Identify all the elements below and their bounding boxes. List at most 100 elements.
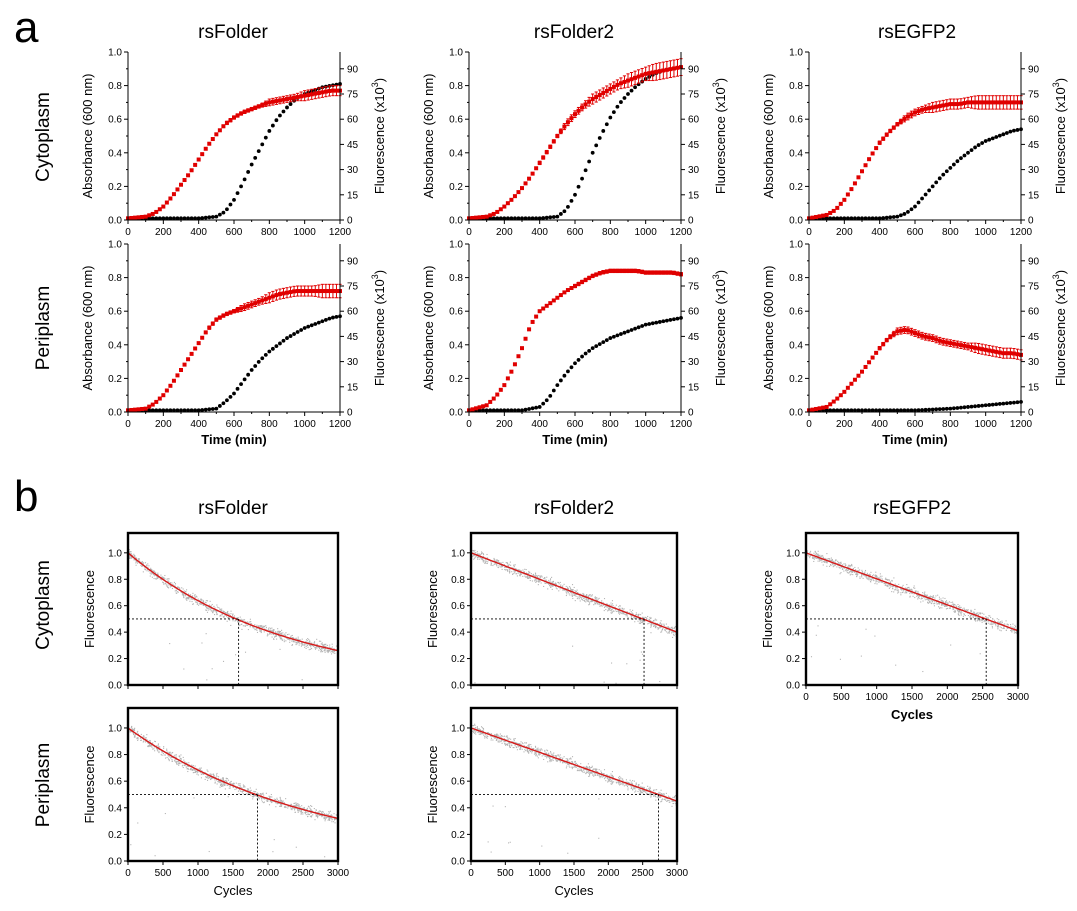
scatter-point xyxy=(587,598,590,600)
data-point xyxy=(895,122,900,127)
scatter-point xyxy=(650,622,652,625)
data-point xyxy=(923,106,928,111)
x-tick-label: 600 xyxy=(567,227,584,238)
scatter-point xyxy=(141,565,144,567)
data-point xyxy=(182,216,187,221)
data-point xyxy=(217,315,222,320)
data-point xyxy=(891,408,896,413)
scatter-point xyxy=(574,590,576,592)
data-point xyxy=(1011,100,1016,105)
scatter-point xyxy=(235,654,237,656)
plot-frame xyxy=(804,531,1020,687)
scatter-point xyxy=(603,610,605,612)
scatter-point xyxy=(568,593,570,595)
scatter-point xyxy=(311,815,313,817)
scatter-point xyxy=(178,761,180,763)
data-point xyxy=(587,159,592,164)
scatter-point xyxy=(490,563,492,565)
scatter-point xyxy=(585,599,587,601)
scatter-point xyxy=(291,640,293,642)
scatter-point xyxy=(474,549,476,551)
data-point xyxy=(186,408,190,413)
scatter-point xyxy=(970,611,972,613)
data-point xyxy=(920,196,924,201)
data-point xyxy=(958,343,963,348)
scatter-point xyxy=(317,812,319,814)
scatter-point xyxy=(643,618,646,620)
scatter-point xyxy=(331,821,333,823)
scatter-point xyxy=(591,594,593,596)
scatter-point xyxy=(132,731,134,733)
scatter-point xyxy=(856,572,858,574)
scatter-point xyxy=(960,612,962,614)
x-tick-label: 200 xyxy=(155,419,172,430)
data-point xyxy=(565,120,570,125)
scatter-point xyxy=(181,594,183,596)
data-point xyxy=(196,157,201,162)
data-point xyxy=(590,346,595,351)
scatter-point xyxy=(669,627,671,630)
scatter-point xyxy=(136,561,138,563)
scatter-point xyxy=(186,589,188,591)
x-tick-label: 1000 xyxy=(975,227,998,238)
data-point xyxy=(1011,351,1016,356)
scatter-point xyxy=(132,732,134,735)
scatter-point xyxy=(885,577,887,579)
scatter-point xyxy=(286,637,288,639)
scatter-point xyxy=(634,614,637,616)
data-point xyxy=(281,338,286,343)
y2-tick-label: 15 xyxy=(688,190,700,201)
scatter-point xyxy=(572,590,574,592)
scatter-point xyxy=(196,603,198,605)
data-point xyxy=(849,408,854,413)
data-point xyxy=(824,404,829,409)
scatter-point xyxy=(618,608,621,610)
scatter-point xyxy=(221,613,223,615)
scatter-point xyxy=(812,556,814,558)
scatter-point xyxy=(927,601,929,603)
data-point xyxy=(555,295,560,300)
data-point xyxy=(530,406,535,411)
scatter-point xyxy=(585,597,587,599)
scatter-point xyxy=(131,557,133,559)
scatter-point xyxy=(566,591,569,593)
scatter-point xyxy=(611,608,613,610)
data-point xyxy=(548,215,553,220)
scatter-point xyxy=(973,611,975,613)
scatter-point xyxy=(1000,630,1002,632)
data-point xyxy=(913,331,917,336)
scatter-point xyxy=(494,562,496,564)
scatter-point xyxy=(840,563,842,565)
scatter-point xyxy=(995,623,997,625)
scatter-point xyxy=(147,563,149,565)
scatter-point xyxy=(486,562,488,565)
data-point xyxy=(129,215,134,220)
scatter-point xyxy=(225,612,227,614)
data-point xyxy=(203,330,208,335)
data-point xyxy=(527,176,532,181)
data-point xyxy=(962,343,967,348)
data-point xyxy=(969,345,974,350)
data-point xyxy=(299,328,304,332)
scatter-point xyxy=(272,629,274,631)
scatter-point xyxy=(251,626,254,628)
y-tick-label: 0.2 xyxy=(789,374,803,385)
x-tick-label: 200 xyxy=(496,419,513,430)
scatter-point xyxy=(321,648,324,650)
data-point xyxy=(509,408,514,413)
scatter-point xyxy=(487,561,489,563)
scatter-point xyxy=(160,574,162,576)
data-point xyxy=(831,216,836,221)
scatter-point xyxy=(961,611,963,613)
data-point xyxy=(555,383,560,388)
x-tick-label: 1200 xyxy=(329,419,352,430)
scatter-point xyxy=(175,592,177,594)
data-point xyxy=(537,160,542,165)
scatter-point xyxy=(194,596,196,598)
data-point xyxy=(1015,352,1020,357)
scatter-point xyxy=(151,572,153,574)
scatter-point xyxy=(184,594,187,596)
y-tick-label: 0.4 xyxy=(789,340,803,351)
data-point xyxy=(488,408,493,413)
scatter-point xyxy=(977,612,979,614)
